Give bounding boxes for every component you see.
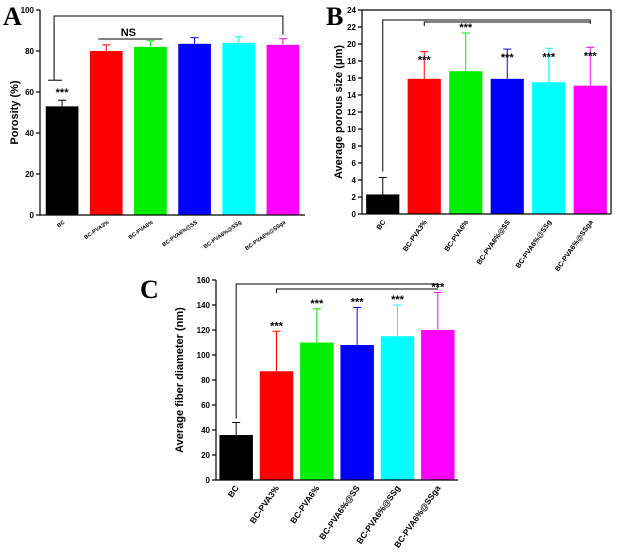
- y-tick-label: 40: [25, 129, 34, 138]
- x-category-label: BC-PVA6%: [444, 219, 471, 253]
- x-category-label: BC-PVA6%@SS: [476, 219, 512, 266]
- bar-0: [219, 435, 253, 480]
- significance-marker: ***: [310, 298, 324, 310]
- x-category-label: BC-PVA6%@SSg: [354, 483, 402, 545]
- x-category-label: BC-PVA3%: [83, 220, 110, 241]
- significance-marker: ***: [584, 50, 598, 62]
- y-tick-label: 14: [347, 91, 356, 100]
- bar-1: [259, 371, 294, 480]
- bar-3: [178, 43, 211, 216]
- y-tick-label: 18: [347, 57, 356, 66]
- bar-0: [45, 106, 79, 215]
- x-category-label: BC-PVA3%: [402, 219, 429, 253]
- y-tick-label: 20: [25, 170, 34, 179]
- bar-2: [449, 71, 483, 214]
- x-category-label: BC-PVA6%@SSga: [554, 219, 595, 273]
- bar-1: [89, 51, 123, 215]
- significance-marker: ***: [56, 87, 70, 99]
- bar-3: [340, 345, 374, 480]
- significance-marker: ***: [501, 52, 515, 64]
- bar-1: [407, 78, 441, 214]
- y-axis-label: Porosity (%): [9, 80, 21, 145]
- bar-4: [222, 42, 256, 215]
- y-tick-label: 0: [206, 476, 211, 485]
- x-category-label: BC-PVA6%@SSg: [203, 220, 243, 251]
- y-tick-label: 6: [352, 159, 357, 168]
- chart-porosity: 0 20 40 60 80 100 BC BC-PVA3% BC-PVA6% BC-PVA6%@S…: [9, 6, 305, 252]
- y-tick-label: 10: [347, 125, 356, 134]
- significance-marker: ***: [270, 320, 284, 332]
- y-tick-label: 0: [30, 211, 35, 220]
- bar-0: [366, 194, 400, 214]
- y-tick-label: 16: [347, 74, 356, 83]
- x-category-label: BC-PVA3%: [248, 483, 282, 525]
- significance-marker: ***: [418, 55, 432, 67]
- significance-marker: ***: [391, 294, 405, 306]
- bar-4: [532, 82, 566, 214]
- bar-2: [300, 342, 334, 480]
- y-tick-label: 22: [347, 23, 356, 32]
- bar-5: [421, 330, 455, 480]
- panel-letter-c: C: [140, 275, 159, 304]
- x-category-label: BC-PVA6%@SSga: [392, 483, 443, 549]
- y-tick-label: 80: [25, 47, 34, 56]
- y-tick-label: 2: [352, 193, 357, 202]
- y-tick-label: 8: [352, 142, 357, 151]
- x-category-label: BC-PVA6%@SS: [161, 220, 199, 249]
- significance-marker: ***: [351, 297, 365, 309]
- significance-marker: ***: [459, 22, 473, 34]
- y-tick-label: 120: [197, 326, 211, 335]
- comparison-bracket-inner: [423, 21, 591, 26]
- bar-5: [266, 44, 300, 215]
- y-tick-label: 20: [201, 451, 210, 460]
- x-category-label: BC: [56, 220, 66, 229]
- y-tick-label: 24: [347, 6, 356, 15]
- bar-2: [134, 46, 167, 216]
- x-category-label: BC-PVA6%: [128, 220, 155, 241]
- bar-4: [380, 336, 415, 480]
- y-tick-label: 20: [347, 40, 356, 49]
- comparison-bracket-inner: [276, 288, 438, 293]
- y-tick-label: 60: [201, 401, 210, 410]
- x-category-label: BC-PVA6%: [288, 483, 322, 525]
- panel-letter-b: B: [326, 2, 343, 31]
- y-tick-label: 60: [25, 88, 34, 97]
- y-tick-label: 100: [197, 351, 211, 360]
- comparison-bracket-outer: [235, 283, 439, 419]
- x-category-label: BC: [376, 219, 388, 231]
- significance-marker: ***: [542, 51, 556, 63]
- y-tick-label: 12: [347, 108, 356, 117]
- y-tick-label: 0: [352, 210, 357, 219]
- y-tick-label: 40: [201, 426, 210, 435]
- ns-label: NS: [121, 27, 136, 39]
- bar-5: [573, 85, 607, 215]
- y-tick-label: 140: [197, 301, 211, 310]
- y-tick-label: 80: [201, 376, 210, 385]
- y-tick-label: 160: [197, 276, 211, 285]
- y-tick-label: 4: [352, 176, 357, 185]
- y-axis-label: Average fiber diameter (nm): [174, 307, 186, 453]
- x-category-label: BC-PVA6%@SS: [317, 483, 362, 541]
- x-category-label: BC-PVA6%@SSga: [245, 219, 288, 252]
- comparison-bracket: [53, 15, 284, 81]
- y-axis-label: Average porous size (μm): [333, 45, 345, 179]
- panel-letter-a: A: [3, 2, 22, 31]
- y-tick-label: 100: [21, 6, 35, 15]
- x-category-label: BC: [226, 483, 241, 499]
- bar-3: [490, 78, 524, 214]
- x-category-label: BC-PVA6%@SSg: [515, 219, 553, 270]
